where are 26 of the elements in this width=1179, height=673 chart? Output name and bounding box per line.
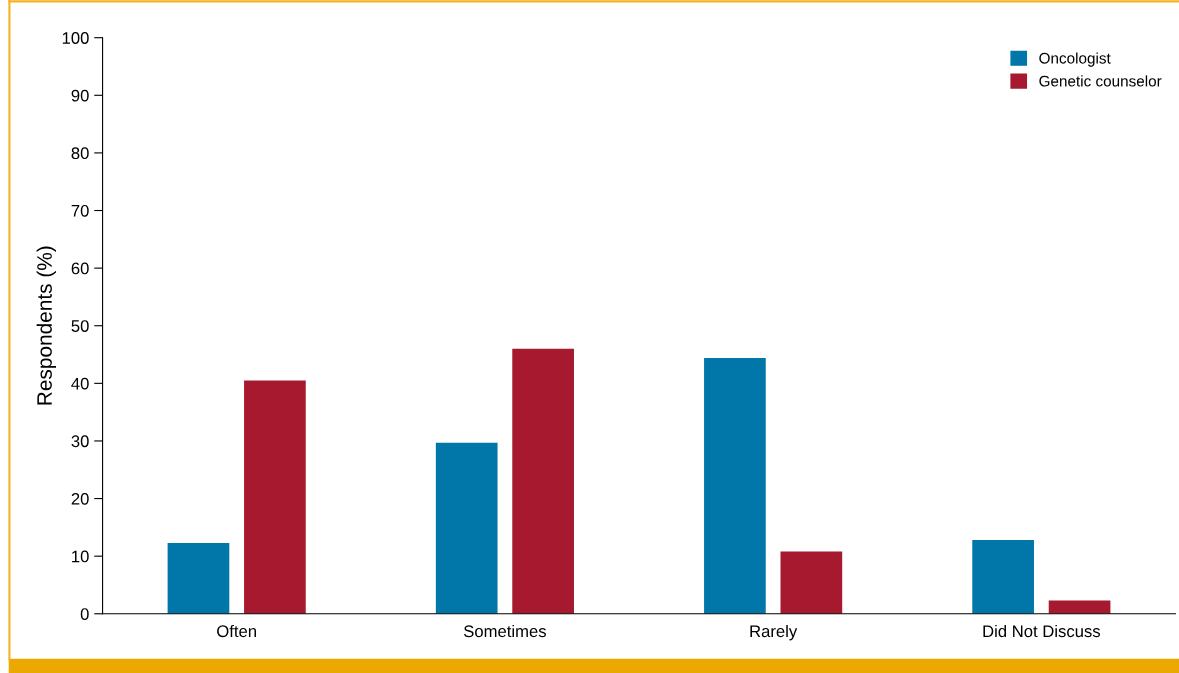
y-tick-label: 50 <box>71 320 89 332</box>
x-tick-label: Did Not Discuss <box>983 624 1101 638</box>
y-tick-label: 0 <box>80 608 89 620</box>
y-tick-label: 90 <box>71 89 89 102</box>
x-tick-label: Often <box>217 624 256 638</box>
bar <box>704 357 766 614</box>
y-tick-label: 60 <box>71 262 89 275</box>
y-tick-label: 100 <box>62 32 89 44</box>
y-tick-label: 30 <box>71 435 89 448</box>
y-tick-label: 70 <box>71 204 89 217</box>
bar <box>972 540 1034 614</box>
bar <box>435 442 498 614</box>
bar <box>167 542 230 614</box>
y-tick-label: 40 <box>71 377 89 390</box>
bar <box>512 348 574 614</box>
bar <box>1048 600 1111 614</box>
x-tick-label: Sometimes <box>463 624 546 638</box>
x-tick-label: Rarely <box>750 624 798 641</box>
bar <box>780 551 843 614</box>
legend-label: Oncologist <box>1039 52 1111 67</box>
y-axis-title: Respondents (%) <box>36 246 57 405</box>
y-tick-label: 80 <box>71 147 89 160</box>
bar <box>244 380 306 614</box>
y-tick-label: 10 <box>72 550 89 563</box>
y-tick-label: 20 <box>71 492 89 505</box>
legend-label: Genetic counselor <box>1039 75 1162 87</box>
